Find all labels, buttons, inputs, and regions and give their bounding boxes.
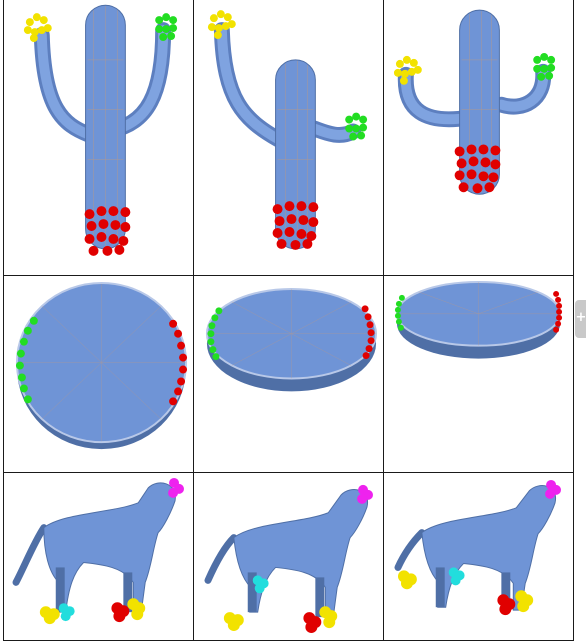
cactus-mesh-2: [207, 10, 368, 250]
yellow-marker-cluster: [223, 606, 338, 632]
green-marker-cluster: [155, 13, 178, 42]
expand-panel-tab[interactable]: +: [575, 300, 586, 338]
disk-mesh-1: [15, 281, 188, 450]
plus-icon: +: [575, 310, 586, 325]
red-marker-cluster: [454, 144, 501, 194]
figure-grid: [3, 0, 574, 641]
cyan-marker-cluster: [448, 567, 465, 586]
cyan-marker-cluster: [58, 603, 75, 622]
green-marker-cluster: [394, 294, 405, 331]
magenta-marker-cluster: [168, 477, 184, 498]
magenta-marker-cluster: [357, 484, 373, 504]
cactus-pose-3: [384, 0, 574, 276]
cactus-mesh-1: [23, 4, 178, 256]
dog-mesh-1: [12, 477, 184, 625]
yellow-marker-cluster: [39, 598, 146, 625]
dog-mesh-3: [394, 479, 562, 616]
dog-pose-3: [384, 473, 574, 641]
yellow-marker-cluster: [397, 570, 534, 613]
red-marker-cluster: [84, 206, 131, 256]
yellow-marker-cluster: [393, 55, 422, 85]
dog-mesh-2: [204, 484, 373, 634]
disk-view-3: [384, 276, 574, 473]
yellow-marker-cluster: [23, 13, 52, 43]
disk-mesh-2: [205, 287, 378, 392]
green-marker-cluster: [345, 112, 368, 141]
red-marker-cluster: [553, 290, 563, 333]
dog-pose-1: [4, 473, 194, 641]
red-marker-cluster: [169, 319, 188, 406]
green-marker-cluster: [533, 52, 556, 81]
green-marker-cluster: [207, 307, 223, 361]
disk-mesh-3: [394, 280, 563, 359]
cactus-pose-1: [4, 0, 194, 276]
red-marker-cluster: [111, 602, 130, 623]
magenta-marker-cluster: [545, 479, 562, 499]
dog-pose-2: [194, 473, 384, 641]
red-marker-cluster: [497, 594, 516, 616]
disk-view-1: [4, 276, 194, 473]
cactus-pose-2: [194, 0, 384, 276]
disk-view-2: [194, 276, 384, 473]
green-marker-cluster: [15, 316, 38, 404]
red-marker-cluster: [272, 201, 319, 250]
yellow-marker-cluster: [207, 10, 236, 40]
red-marker-cluster: [361, 305, 375, 360]
cyan-marker-cluster: [252, 575, 269, 594]
cactus-mesh-3: [393, 9, 556, 195]
red-marker-cluster: [303, 612, 322, 634]
